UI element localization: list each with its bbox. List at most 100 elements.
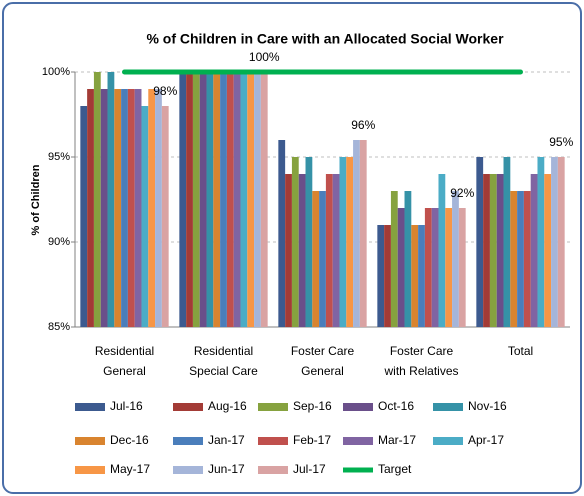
- bar: [226, 72, 234, 327]
- bar: [445, 208, 453, 327]
- legend-swatch: [258, 437, 288, 445]
- legend-label: Sep-16: [293, 399, 332, 413]
- legend-label: Apr-17: [468, 433, 504, 447]
- legend-label: Jun-17: [208, 462, 245, 476]
- bar: [100, 89, 108, 327]
- bar: [134, 89, 142, 327]
- bar: [431, 208, 439, 327]
- bar: [551, 157, 558, 327]
- y-tick-label: 95%: [48, 151, 70, 163]
- bar: [411, 225, 419, 327]
- y-axis-label: % of Children: [30, 164, 42, 235]
- data-label: 92%: [450, 186, 474, 200]
- bar: [377, 225, 385, 327]
- bar: [424, 208, 432, 327]
- bar: [339, 157, 347, 327]
- bar: [384, 225, 391, 327]
- legend-label: Dec-16: [110, 433, 149, 447]
- bar: [186, 72, 193, 327]
- bar: [213, 72, 221, 327]
- legend-swatch: [433, 403, 463, 411]
- bar: [544, 174, 552, 327]
- legend-swatch: [433, 437, 463, 445]
- bar: [93, 72, 101, 327]
- bar: [87, 89, 94, 327]
- bar: [390, 191, 398, 327]
- legend-label: Aug-16: [208, 399, 247, 413]
- bar: [192, 72, 200, 327]
- bar: [127, 89, 135, 327]
- bar: [291, 157, 299, 327]
- bar: [452, 191, 459, 327]
- bar: [418, 225, 425, 327]
- bar: [359, 140, 367, 327]
- bar: [285, 174, 292, 327]
- bar: [206, 72, 214, 327]
- bar: [148, 89, 156, 327]
- bar: [240, 72, 248, 327]
- legend-swatch: [75, 403, 105, 411]
- bar: [305, 157, 313, 327]
- bar: [220, 72, 227, 327]
- bar: [346, 157, 354, 327]
- legend-label: Target: [378, 462, 412, 476]
- x-tick-label: General: [301, 364, 344, 378]
- bar: [80, 106, 88, 327]
- bar: [114, 89, 122, 327]
- x-tick-label: with Relatives: [383, 364, 458, 378]
- bar: [496, 174, 504, 327]
- bar: [325, 174, 333, 327]
- bar: [141, 106, 149, 327]
- legend-swatch: [173, 466, 203, 474]
- x-tick-label: General: [103, 364, 146, 378]
- bar: [353, 140, 360, 327]
- data-label: 95%: [549, 135, 573, 149]
- bar: [438, 174, 446, 327]
- bar: [517, 191, 524, 327]
- data-label: 96%: [351, 118, 375, 132]
- bar: [397, 208, 405, 327]
- bar: [107, 72, 115, 327]
- x-tick-label: Foster Care: [291, 344, 355, 358]
- bar: [523, 191, 531, 327]
- legend-label: Mar-17: [378, 433, 416, 447]
- bar: [278, 140, 286, 327]
- x-tick-label: Residential: [194, 344, 253, 358]
- bar: [233, 72, 241, 327]
- x-tick-label: Residential: [95, 344, 154, 358]
- bar: [458, 208, 466, 327]
- legend-swatch: [173, 403, 203, 411]
- legend-swatch: [258, 403, 288, 411]
- legend-swatch: [258, 466, 288, 474]
- bar: [247, 72, 255, 327]
- legend-swatch: [343, 403, 373, 411]
- y-tick-label: 85%: [48, 321, 70, 333]
- bar: [199, 72, 207, 327]
- legend-label: Jul-16: [110, 399, 143, 413]
- bar: [537, 157, 545, 327]
- data-label: 98%: [153, 84, 177, 98]
- bar: [312, 191, 320, 327]
- legend-label: Nov-16: [468, 399, 507, 413]
- legend-label: Feb-17: [293, 433, 331, 447]
- legend-label: May-17: [110, 462, 150, 476]
- x-tick-label: Total: [508, 344, 533, 358]
- bar: [121, 89, 128, 327]
- bar: [489, 174, 497, 327]
- bar: [404, 191, 412, 327]
- chart-title: % of Children in Care with an Allocated …: [146, 31, 504, 47]
- bar: [503, 157, 511, 327]
- bar: [260, 72, 268, 327]
- bar: [510, 191, 518, 327]
- bar: [254, 72, 261, 327]
- legend-label: Oct-16: [378, 399, 414, 413]
- legend-label: Jul-17: [293, 462, 326, 476]
- bar: [161, 106, 169, 327]
- legend-swatch: [75, 466, 105, 474]
- bar: [476, 157, 484, 327]
- bar: [557, 157, 565, 327]
- bar: [155, 89, 162, 327]
- bar: [530, 174, 538, 327]
- legend-swatch: [173, 437, 203, 445]
